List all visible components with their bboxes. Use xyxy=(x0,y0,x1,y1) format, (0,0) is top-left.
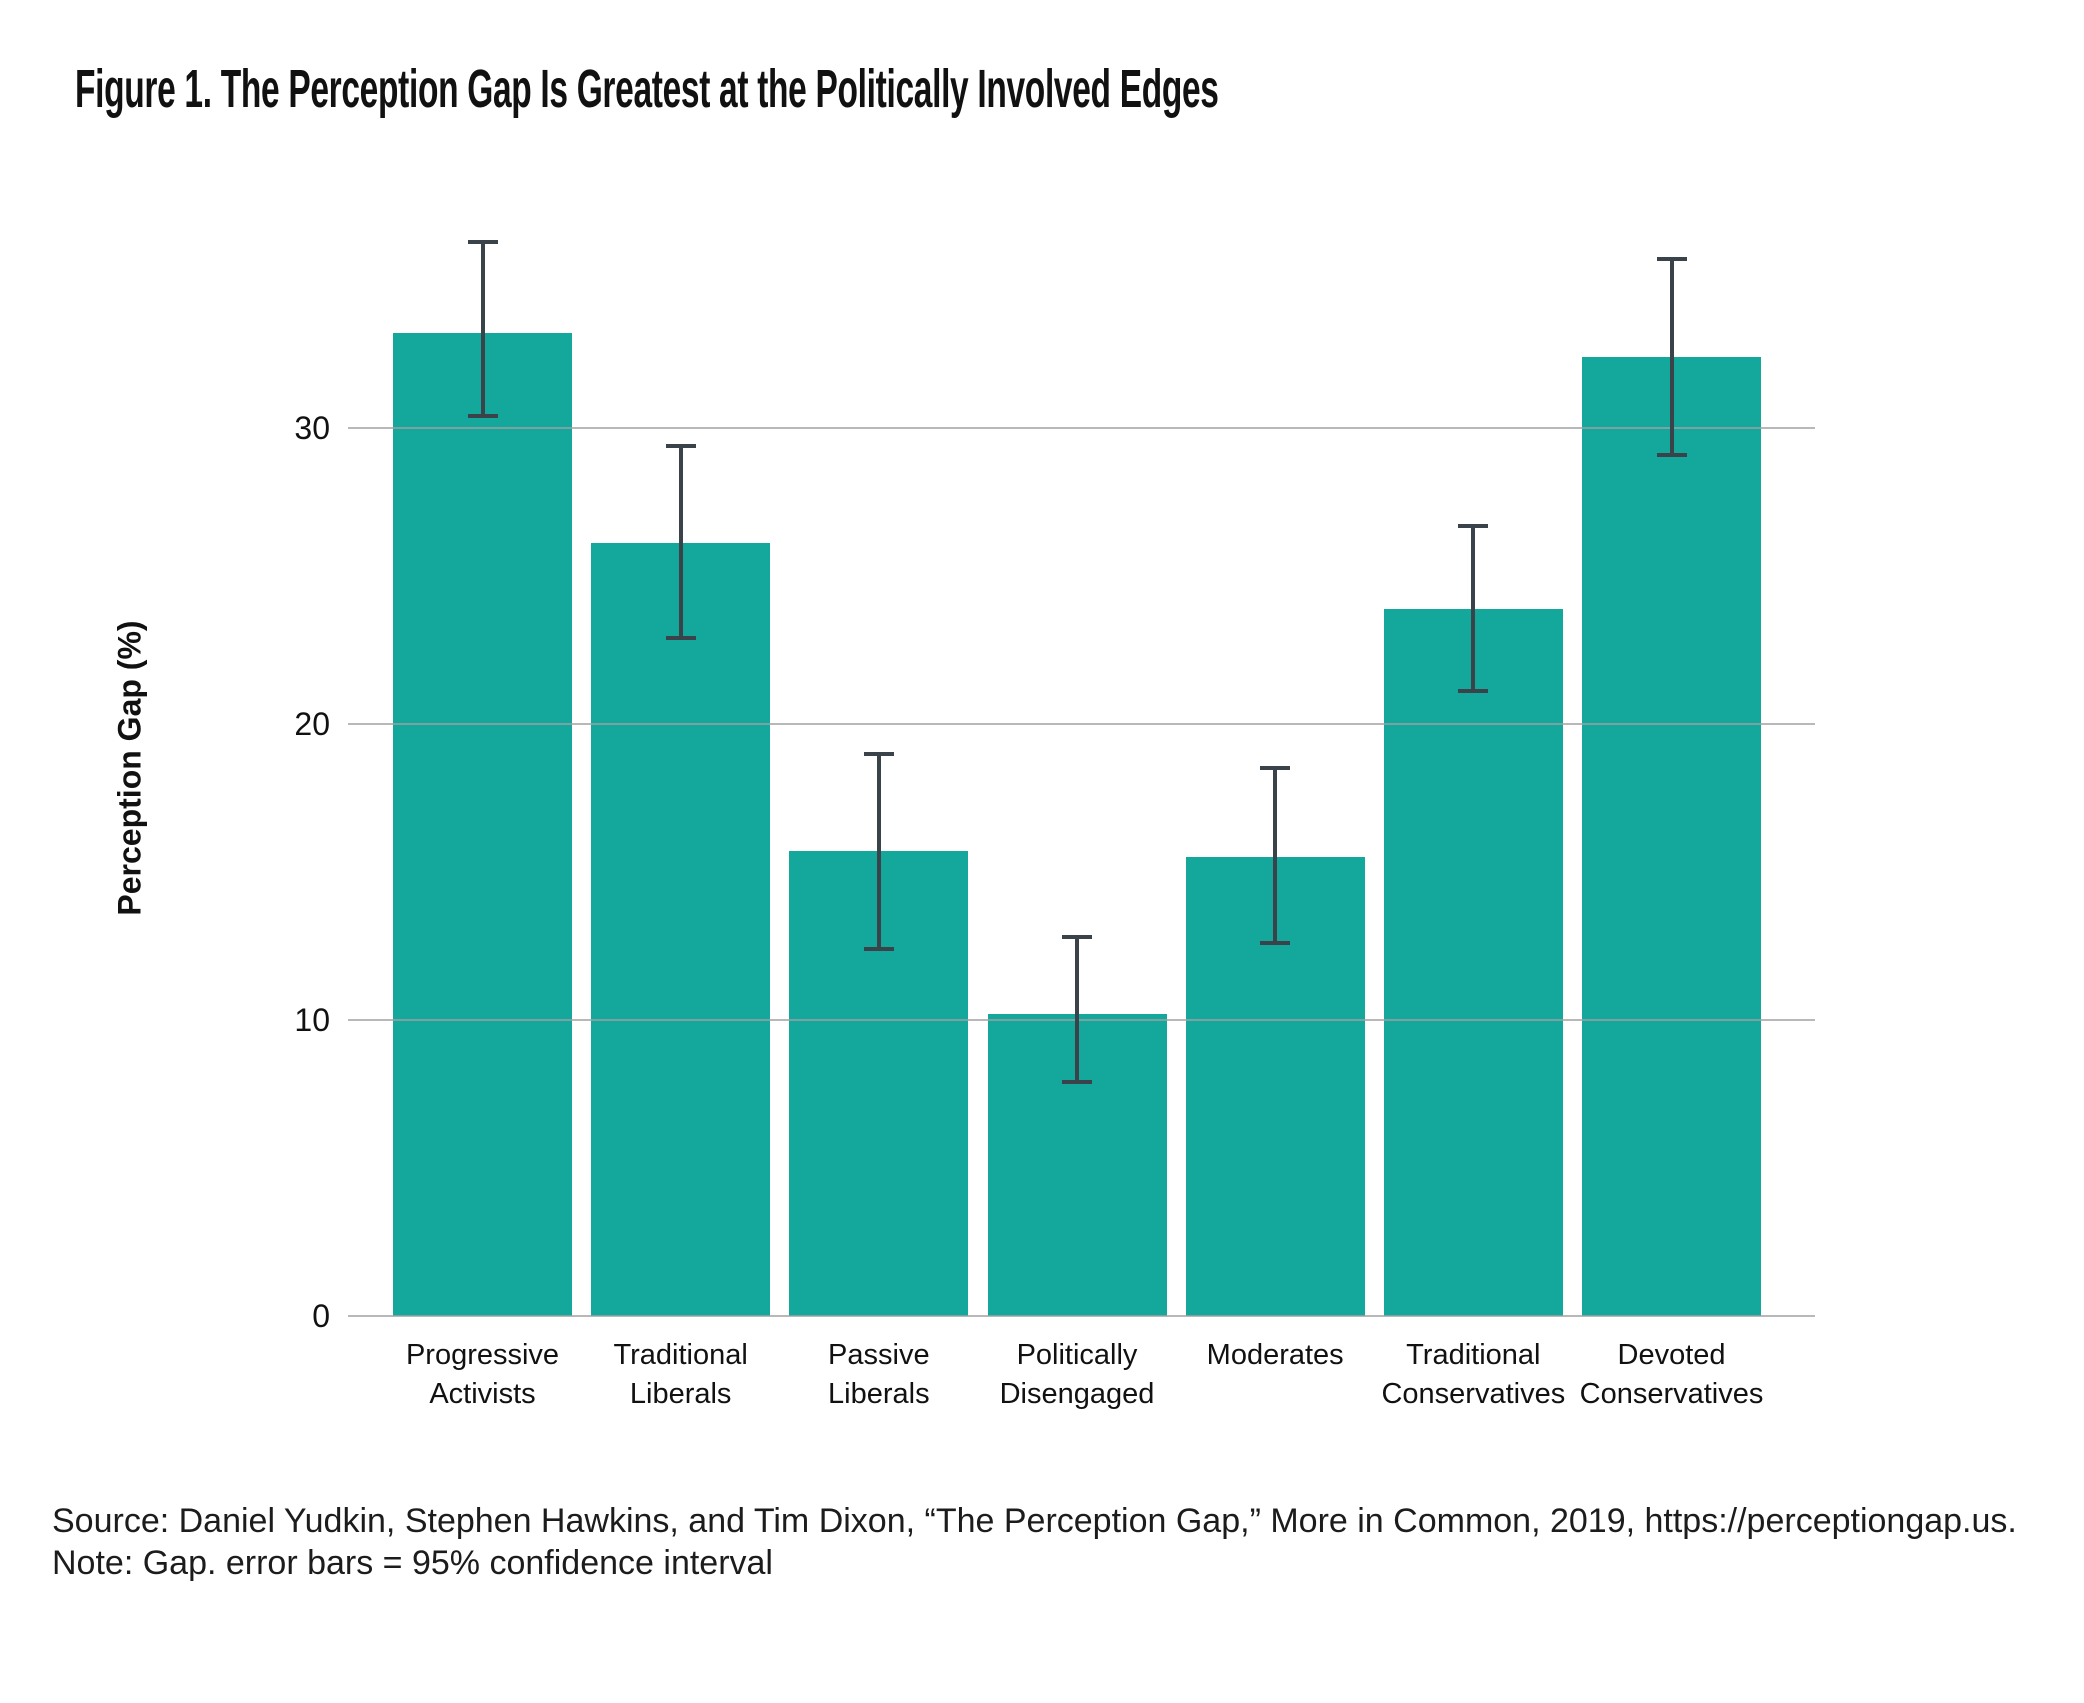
error-bar-cap-top xyxy=(863,751,894,756)
error-bar-cap-top xyxy=(1260,766,1291,771)
x-category-label: Conservatives xyxy=(1381,1378,1566,1410)
y-tick-label: 0 xyxy=(312,1298,330,1334)
x-category-label: Traditional xyxy=(1406,1339,1541,1371)
bar xyxy=(1383,608,1563,1316)
gridline-y-10 xyxy=(348,1019,1815,1021)
gridline-y-30 xyxy=(348,427,1815,429)
error-bar-cap-bottom xyxy=(1656,452,1687,457)
plot-area: 0 10 20 30 Progressive Activists Traditional Li… xyxy=(294,220,1815,1410)
gridline-y-20 xyxy=(348,723,1815,725)
error-bar-cap-bottom xyxy=(665,636,696,641)
error-bar-cap-bottom xyxy=(863,946,894,951)
bar xyxy=(591,543,771,1316)
error-bar-cap-bottom xyxy=(1062,1080,1092,1085)
error-bar-stem xyxy=(1075,937,1079,1083)
bar xyxy=(1582,356,1762,1316)
error-bar-cap-bottom xyxy=(467,414,498,419)
y-axis-title: Perception Gap (%) xyxy=(111,620,148,916)
x-category-label: Devoted xyxy=(1617,1339,1726,1371)
error-bar-cap-top xyxy=(1458,523,1489,528)
x-category-label: Passive xyxy=(828,1339,930,1371)
error-bar-cap-top xyxy=(665,443,696,448)
x-category-label: Liberals xyxy=(828,1378,930,1410)
x-category-label: Moderates xyxy=(1206,1339,1344,1371)
error-bar-stem xyxy=(876,753,881,949)
y-tick-label: 30 xyxy=(294,410,330,446)
bar xyxy=(393,333,572,1316)
x-category-label: Disengaged xyxy=(999,1378,1155,1410)
x-category-label: Politically xyxy=(1016,1339,1138,1371)
figure-footer: Source: Daniel Yudkin, Stephen Hawkins, … xyxy=(52,1500,2017,1584)
gridline-y-0 xyxy=(348,1315,1815,1317)
error-bar-cap-bottom xyxy=(1260,941,1291,946)
error-bar-stem xyxy=(1471,525,1476,692)
x-category-label: Liberals xyxy=(629,1378,732,1410)
y-tick-label: 20 xyxy=(294,706,330,742)
error-bar-cap-bottom xyxy=(1458,689,1489,694)
y-tick-label: 10 xyxy=(294,1002,330,1038)
error-bar-stem xyxy=(1273,768,1278,944)
error-bar-cap-top xyxy=(1656,257,1687,262)
figure-title: Figure 1. The Perception Gap Is Greatest… xyxy=(75,59,1219,119)
error-bar-cap-top xyxy=(467,239,498,244)
note-text: Note: Gap. error bars = 95% confidence i… xyxy=(52,1544,773,1582)
x-category-label: Traditional xyxy=(613,1339,748,1371)
error-bar-stem xyxy=(1669,259,1674,455)
source-text: Source: Daniel Yudkin, Stephen Hawkins, … xyxy=(52,1502,2017,1540)
x-category-label: Progressive xyxy=(405,1339,560,1371)
x-category-label: Activists xyxy=(429,1378,536,1410)
error-bar-cap-top xyxy=(1062,935,1092,940)
error-bar-stem xyxy=(678,445,683,639)
error-bar-stem xyxy=(480,241,485,417)
x-category-label: Conservatives xyxy=(1579,1378,1764,1410)
